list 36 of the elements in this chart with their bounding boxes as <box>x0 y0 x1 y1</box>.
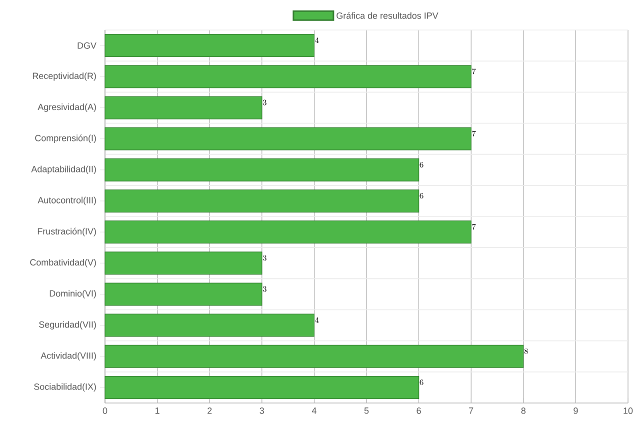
y-tick-label: DGV <box>78 42 96 49</box>
y-tick-label: Frustración(IV) <box>38 228 96 236</box>
bar <box>104 65 472 88</box>
x-tick-label: 2 <box>208 408 212 414</box>
y-tick-label: Seguridad(VII) <box>39 321 96 330</box>
x-tick-label: 1 <box>156 408 160 414</box>
y-tick-label: Actividad(VIII) <box>40 352 96 361</box>
bar <box>104 34 315 58</box>
y-tick-label: Comprensión(I) <box>35 134 96 144</box>
y-tick-label: Receptividad(R) <box>32 72 96 81</box>
x-tick-label: 0 <box>102 408 108 414</box>
x-tick-label: 5 <box>364 408 369 414</box>
x-tick-label: 6 <box>416 408 421 414</box>
x-tick-label: 3 <box>260 408 264 414</box>
y-tick-label: Adaptabilidad(II) <box>31 166 96 174</box>
bar <box>104 96 262 120</box>
y-tick-label: Dominio(VI) <box>50 290 96 298</box>
x-tick-label: 4 <box>312 408 316 414</box>
bar <box>104 158 420 182</box>
bar <box>104 376 420 399</box>
bar <box>104 127 472 150</box>
y-tick-label: Sociabilidad(IX) <box>34 383 96 392</box>
bar <box>104 252 262 275</box>
x-tick-label: 8 <box>521 408 526 414</box>
y-tick-label: Autocontrol(III) <box>38 196 96 206</box>
x-tick-label: 10 <box>624 408 633 414</box>
y-tick-label: Agresividad(A) <box>38 104 96 112</box>
bar <box>104 189 420 212</box>
legend-label: Gráfica de resultados IPV <box>336 12 438 19</box>
y-tick-label: Combatividad(V) <box>30 258 96 268</box>
x-tick-label: 7 <box>469 408 474 414</box>
bar <box>104 344 524 368</box>
bar <box>104 220 472 244</box>
bar <box>104 314 315 337</box>
bar <box>104 282 262 306</box>
x-tick-label: 9 <box>574 408 578 414</box>
